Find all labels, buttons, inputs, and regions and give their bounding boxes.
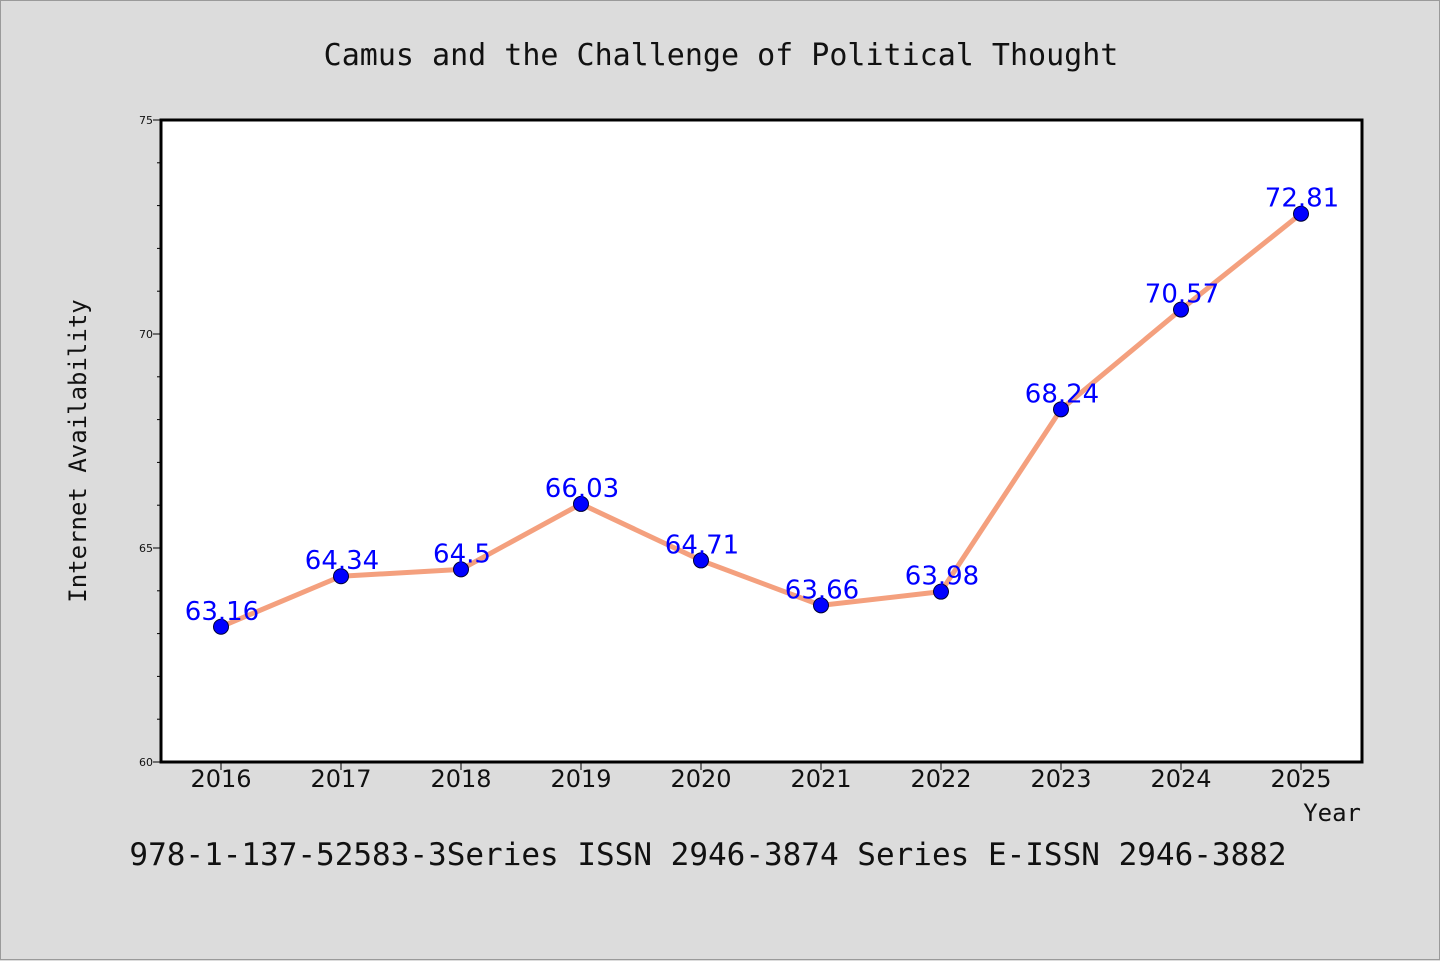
data-label: 64.5 bbox=[433, 539, 491, 569]
data-markers bbox=[213, 205, 1309, 635]
data-point bbox=[1293, 205, 1309, 222]
data-labels: 63.16 64.34 64.5 66.03 64.71 63.66 63.98 68.24 7… bbox=[185, 184, 1339, 627]
data-label: 63.66 bbox=[785, 575, 859, 605]
data-point bbox=[453, 561, 469, 578]
data-point bbox=[213, 618, 229, 635]
y-tick-label: 70 bbox=[139, 328, 153, 341]
x-tick-label: 2020 bbox=[670, 765, 731, 793]
y-axis: 60 65 70 75 bbox=[139, 114, 161, 769]
data-point bbox=[933, 583, 949, 600]
y-tick-label: 60 bbox=[139, 756, 153, 769]
data-label: 72.81 bbox=[1265, 184, 1339, 214]
data-point bbox=[1173, 301, 1189, 318]
data-label: 70.57 bbox=[1145, 280, 1219, 310]
series-line bbox=[218, 211, 1304, 630]
x-tick-label: 2022 bbox=[910, 765, 971, 793]
data-point bbox=[1053, 401, 1069, 418]
x-axis: 2016 2017 2018 2019 2020 2021 2022 2023 2024 2025 bbox=[190, 762, 1332, 793]
data-label: 63.16 bbox=[185, 597, 259, 627]
x-tick-label: 2025 bbox=[1270, 765, 1331, 793]
data-label: 63.98 bbox=[905, 562, 979, 592]
x-tick-label: 2018 bbox=[430, 765, 491, 793]
footer-isbn-issn: 978-1-137-52583-3Series ISSN 2946-3874 S… bbox=[129, 837, 1286, 873]
data-point bbox=[693, 552, 709, 569]
x-axis-label: Year bbox=[1303, 799, 1361, 827]
plot-area bbox=[159, 118, 1364, 764]
y-tick-label: 75 bbox=[139, 114, 153, 127]
data-point bbox=[333, 568, 349, 585]
x-tick-label: 2019 bbox=[550, 765, 611, 793]
x-tick-label: 2024 bbox=[1150, 765, 1211, 793]
y-tick-label: 65 bbox=[139, 542, 153, 555]
x-tick-label: 2017 bbox=[310, 765, 371, 793]
x-tick-label: 2021 bbox=[790, 765, 851, 793]
y-axis-label: Internet Availability bbox=[64, 299, 92, 602]
data-label: 66.03 bbox=[545, 474, 619, 504]
data-label: 64.34 bbox=[305, 546, 379, 576]
data-label: 68.24 bbox=[1025, 379, 1099, 409]
data-point bbox=[813, 597, 829, 614]
data-label: 64.71 bbox=[665, 530, 739, 560]
chart-title: Camus and the Challenge of Political Tho… bbox=[324, 38, 1119, 73]
x-tick-label: 2023 bbox=[1030, 765, 1091, 793]
x-tick-label: 2016 bbox=[190, 765, 251, 793]
data-point bbox=[573, 495, 589, 512]
